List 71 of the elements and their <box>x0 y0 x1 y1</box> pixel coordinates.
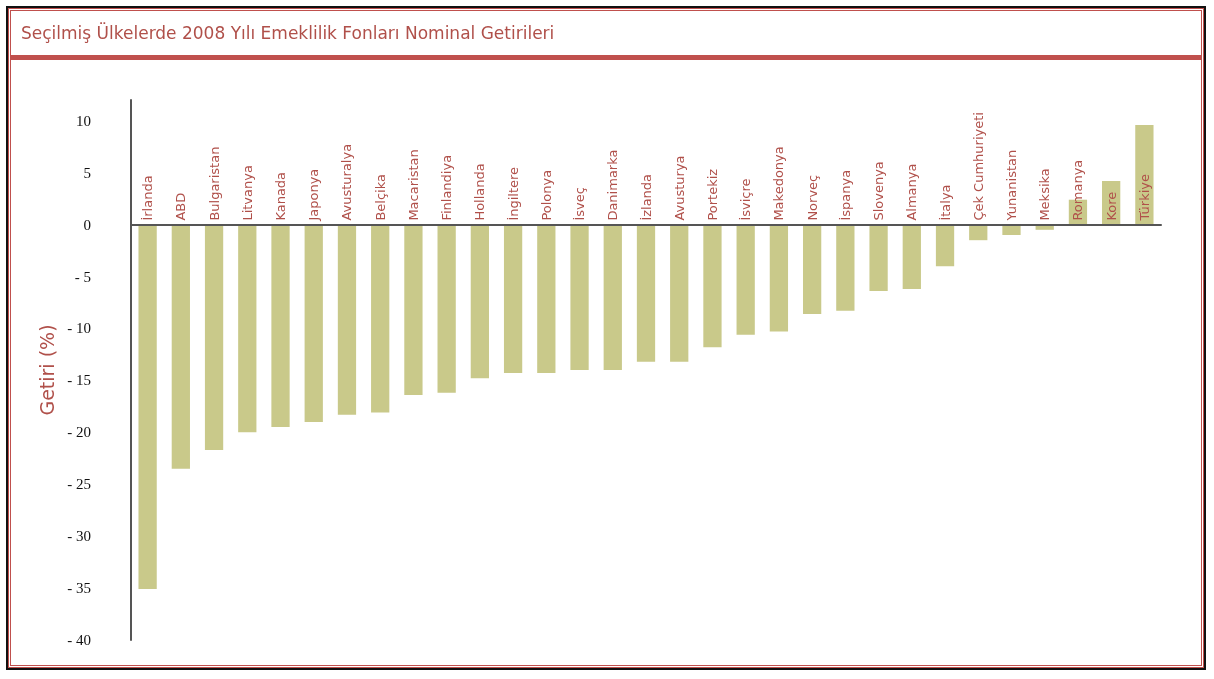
bar <box>238 224 257 433</box>
y-tick-label: 10 <box>76 112 91 129</box>
bar <box>703 224 722 348</box>
x-tick-label: İspanya <box>837 169 853 221</box>
x-tick-label: Avusturya <box>671 155 687 221</box>
x-tick-label: Finlandiya <box>439 154 455 221</box>
bar <box>1135 124 1154 225</box>
bar <box>171 224 190 469</box>
bar <box>537 224 556 374</box>
bar <box>570 224 589 370</box>
x-tick-label: Avusturalya <box>339 143 355 221</box>
bar <box>304 224 323 422</box>
x-tick-label: Norveç <box>804 174 820 221</box>
y-axis-title: Getiri (%) <box>35 324 58 416</box>
bar <box>636 224 656 362</box>
x-tick-label: Litvanya <box>239 165 255 221</box>
x-tick-label: Makedonya <box>771 146 787 221</box>
bar <box>802 224 822 314</box>
x-tick-label: Yunanistan <box>1003 149 1019 222</box>
bar <box>836 224 855 311</box>
chart-title: Seçilmiş Ülkelerde 2008 Yılı Emeklilik Fonları Nominal Getirileri <box>11 11 1201 60</box>
x-tick-label: Belçika <box>372 174 388 221</box>
y-tick-label: - 15 <box>67 372 91 389</box>
y-tick-label: 5 <box>83 164 91 181</box>
bar <box>271 224 290 428</box>
x-tick-label: Hollanda <box>472 163 488 221</box>
y-tick-label: - 25 <box>67 476 91 493</box>
bar <box>404 224 423 395</box>
x-tick-label: ABD <box>173 192 189 221</box>
bar <box>603 224 622 370</box>
bar <box>371 224 390 413</box>
x-tick-label: İsveç <box>572 187 588 221</box>
bar <box>138 224 157 590</box>
y-tick-label: - 30 <box>67 528 91 545</box>
bar <box>935 224 955 267</box>
bar <box>437 224 456 393</box>
x-tick-label: Slovenya <box>871 161 887 221</box>
x-tick-label: Danimarka <box>605 149 621 221</box>
bar <box>902 224 921 289</box>
x-tick-label: İngiltere <box>505 166 521 221</box>
y-tick-label: - 5 <box>74 268 91 285</box>
x-tick-label: Portekiz <box>704 168 720 221</box>
y-tick-label: - 35 <box>67 580 91 597</box>
x-tick-label: Bulgaristan <box>206 146 222 221</box>
bar <box>204 224 224 450</box>
x-tick-label: Romanya <box>1070 159 1086 221</box>
y-tick-label: - 10 <box>67 320 91 337</box>
bar <box>736 224 755 335</box>
x-tick-label: Japonya <box>306 168 322 222</box>
bar <box>470 224 490 379</box>
y-tick-label: - 20 <box>67 424 91 441</box>
bar <box>1002 224 1021 235</box>
x-tick-label: Almanya <box>904 163 920 221</box>
bar <box>337 224 357 415</box>
x-tick-label: Kanada <box>273 171 289 221</box>
y-tick-label: - 40 <box>67 632 91 648</box>
bar <box>769 224 789 332</box>
x-tick-label: İzlanda <box>638 173 654 221</box>
x-tick-label: Çek Cumhuriyeti <box>970 112 986 221</box>
x-tick-label: Meksika <box>1037 168 1053 221</box>
x-tick-label: İtalya <box>937 184 953 221</box>
x-tick-label: İrlanda <box>140 175 156 221</box>
x-tick-label: Macaristan <box>405 149 421 221</box>
x-tick-label: Türkiye <box>1136 174 1152 222</box>
bar <box>670 224 689 362</box>
bar <box>869 224 888 292</box>
x-tick-label: Polonya <box>538 169 554 221</box>
bar <box>503 224 523 374</box>
y-tick-label: 0 <box>83 216 91 233</box>
x-tick-label: Kore <box>1103 191 1119 221</box>
x-tick-label: İsviçre <box>738 178 754 221</box>
